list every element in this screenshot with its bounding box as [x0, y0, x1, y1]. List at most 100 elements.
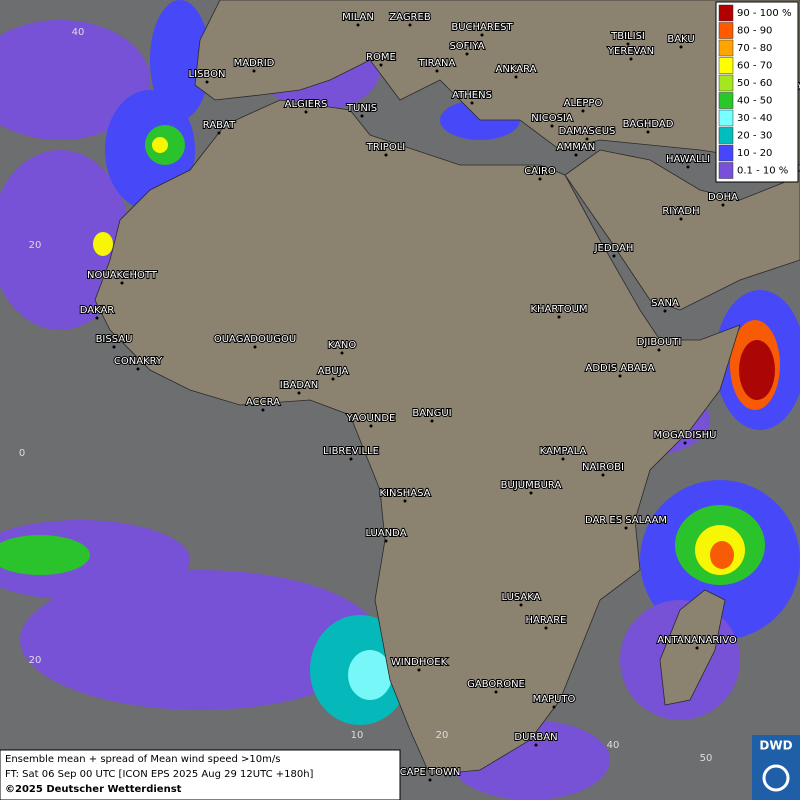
- legend-swatch: [718, 4, 734, 22]
- legend: 90 - 100 % 80 - 90 70 - 80 60 - 70 50 - 60 40…: [715, 1, 799, 183]
- city-label: KANO: [328, 340, 357, 351]
- city-label: BAKU: [667, 34, 694, 45]
- city-label: DAMASCUS: [559, 126, 616, 137]
- city-dot: [534, 743, 538, 747]
- city-dot: [626, 42, 630, 46]
- lon-label: 20: [436, 730, 449, 741]
- caption-line: ©2025 Deutscher Wetterdienst: [5, 784, 182, 795]
- city-label: ADDIS ABABA: [586, 363, 655, 374]
- city-dot: [519, 603, 523, 607]
- caption-line: FT: Sat 06 Sep 00 UTC [ICON EPS 2025 Aug…: [5, 769, 314, 780]
- city-label: HAWALLI: [666, 154, 710, 165]
- city-dot: [581, 109, 585, 113]
- city-label: KHARTOUM: [530, 304, 587, 315]
- lat-label: 0: [19, 448, 25, 459]
- city-label: TIRANA: [418, 58, 456, 69]
- city-dot: [624, 526, 628, 530]
- legend-swatch: [718, 127, 734, 144]
- city-dot: [480, 33, 484, 37]
- caption-box: [0, 749, 401, 801]
- city-label: WINDHOEK: [391, 657, 448, 668]
- city-label: MAPUTO: [533, 694, 576, 705]
- city-label: LUSAKA: [502, 592, 541, 603]
- city-dot: [349, 457, 353, 461]
- city-label: RIYADH: [662, 206, 699, 217]
- city-dot: [384, 539, 388, 543]
- city-label: KAMPALA: [540, 446, 587, 457]
- city-label: LUANDA: [365, 528, 406, 539]
- city-label: GABORONE: [467, 679, 525, 690]
- city-dot: [550, 124, 554, 128]
- city-label: JEDDAH: [594, 243, 634, 254]
- city-dot: [120, 281, 124, 285]
- city-dot: [340, 351, 344, 355]
- city-label: YEREVAN: [607, 46, 654, 57]
- city-label: DOHA: [708, 192, 738, 203]
- city-dot: [629, 57, 633, 61]
- city-dot: [683, 441, 687, 445]
- city-label: YAOUNDE: [346, 413, 396, 424]
- city-dot: [360, 114, 364, 118]
- city-label: NOUAKCHOTT: [87, 270, 158, 281]
- land: [94, 0, 800, 776]
- city-dot: [612, 254, 616, 258]
- city-dot: [538, 177, 542, 181]
- city-dot: [557, 315, 561, 319]
- city-dot: [297, 391, 301, 395]
- city-label: KINSHASA: [379, 488, 430, 499]
- city-dot: [514, 75, 518, 79]
- lat-label: 20: [29, 240, 42, 251]
- city-label: OUAGADOUGOU: [214, 334, 296, 345]
- legend-swatch: [718, 92, 734, 109]
- city-dot: [585, 137, 589, 141]
- city-label: MOGADISHU: [654, 430, 717, 441]
- city-dot: [686, 165, 690, 169]
- caption-line: Ensemble mean + spread of Mean wind spee…: [5, 754, 280, 765]
- city-label: BISSAU: [96, 334, 133, 345]
- logo-text: DWD: [759, 739, 792, 753]
- city-label: ALEPPO: [564, 98, 603, 109]
- city-label: TUNIS: [346, 103, 377, 114]
- city-label: NAIROBI: [582, 462, 624, 473]
- city-label: MADRID: [234, 58, 275, 69]
- city-dot: [95, 316, 99, 320]
- city-label: ACCRA: [246, 397, 280, 408]
- city-label: NICOSIA: [531, 113, 573, 124]
- labels: MILAN ZAGREB BUCHAREST SOFIYA MADRID ROME TIRA…: [19, 11, 800, 782]
- city-label: TRIPOLI: [366, 142, 405, 153]
- city-label: ANKARA: [496, 64, 537, 75]
- city-dot: [384, 153, 388, 157]
- city-label: DAR ES SALAAM: [585, 515, 667, 526]
- city-dot: [465, 52, 469, 56]
- city-label: AMMAN: [557, 142, 595, 153]
- city-label: TBILISI: [610, 31, 645, 42]
- city-dot: [679, 217, 683, 221]
- city-label: BANGUI: [412, 408, 451, 419]
- city-label: BUCHAREST: [451, 22, 513, 33]
- city-dot: [379, 63, 383, 67]
- city-label: MILAN: [342, 12, 374, 23]
- city-dot: [369, 424, 373, 428]
- legend-label: 50 - 60: [737, 78, 772, 89]
- city-label: ZAGREB: [389, 12, 431, 23]
- city-dot: [679, 45, 683, 49]
- legend-label: 60 - 70: [737, 61, 772, 72]
- city-label: ANTANANARIVO: [657, 635, 737, 646]
- city-dot: [494, 690, 498, 694]
- city-label: LIBREVILLE: [323, 446, 379, 457]
- city-label: BUJUMBURA: [501, 480, 562, 491]
- logo-swirl: [762, 764, 790, 792]
- city-label: HARARE: [525, 615, 566, 626]
- city-dot: [252, 69, 256, 73]
- city-dot: [435, 69, 439, 73]
- city-dot: [408, 23, 412, 27]
- legend-swatch: [718, 22, 734, 39]
- city-dot: [618, 374, 622, 378]
- city-label: ATHENS: [452, 90, 492, 101]
- city-dot: [428, 778, 432, 782]
- legend-swatch: [718, 109, 734, 127]
- lat-label: 20: [29, 655, 42, 666]
- city-dot: [646, 130, 650, 134]
